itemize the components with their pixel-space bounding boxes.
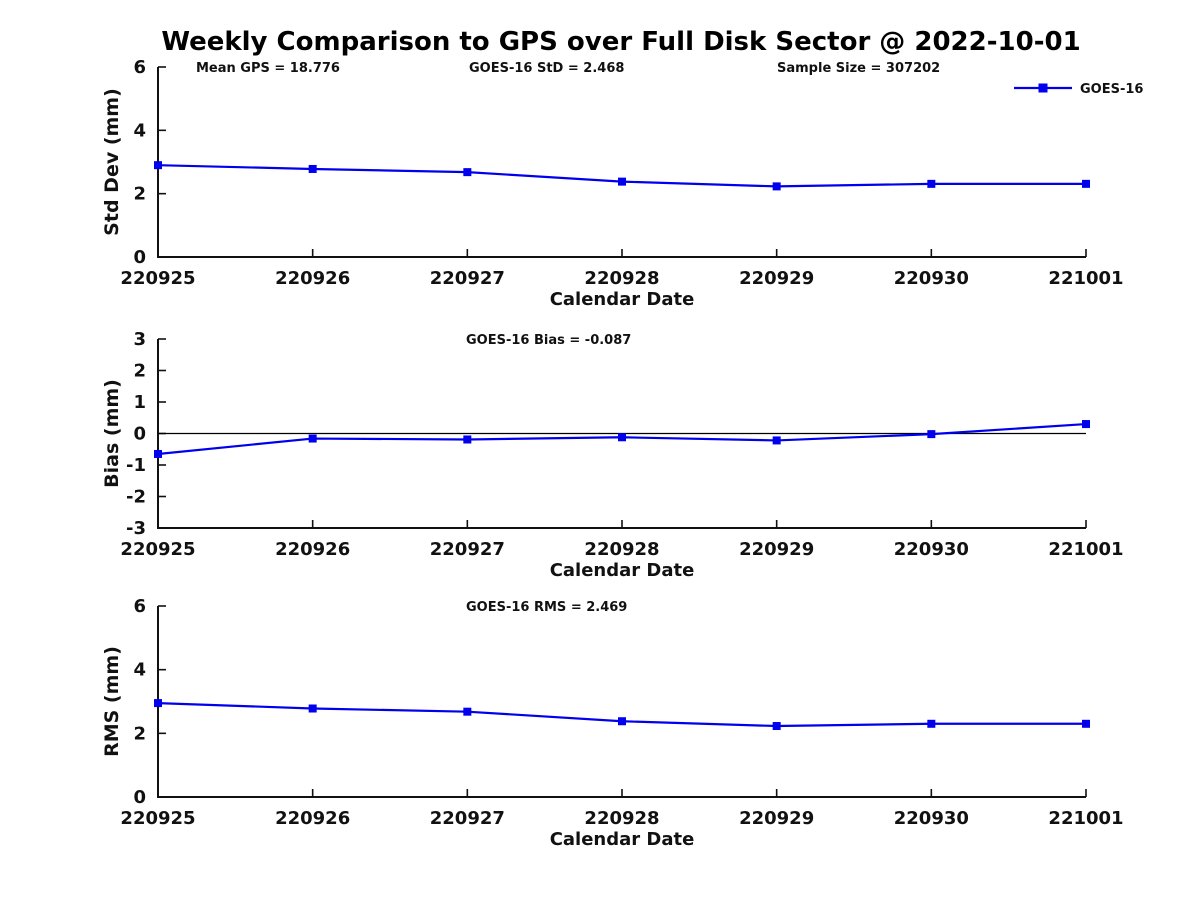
subplot-std-dev: 0 2 4 6 220925 220926 220927 220928 220929 220930… (101, 57, 1143, 310)
legend: GOES-16 (1014, 82, 1143, 97)
x-tick-label: 220925 (120, 539, 195, 560)
series-marker (463, 435, 472, 444)
series-marker (154, 161, 162, 170)
legend-marker-sample (1038, 83, 1048, 93)
x-axis-title: Calendar Date (550, 289, 695, 310)
x-tick-label: 220927 (430, 268, 505, 289)
subplot-annotation: GOES-16 RMS = 2.469 (466, 600, 627, 615)
series-marker (772, 182, 781, 191)
y-tick-label: 1 (133, 392, 146, 413)
series-marker (1082, 719, 1090, 728)
x-tick-label: 220928 (584, 808, 659, 829)
x-tick-label: 220928 (584, 268, 659, 289)
y-axis-title: RMS (mm) (101, 646, 123, 757)
x-tick-label: 220927 (430, 808, 505, 829)
figure-title: Weekly Comparison to GPS over Full Disk … (161, 27, 1081, 57)
subplot-annotation: GOES-16 StD = 2.468 (469, 61, 624, 76)
subplot-annotation: GOES-16 Bias = -0.087 (466, 333, 631, 348)
series-marker (308, 704, 317, 713)
x-tick-label: 220925 (120, 268, 195, 289)
x-tick-label: 220926 (275, 808, 350, 829)
x-axis-title: Calendar Date (550, 829, 695, 850)
x-tick-label: 220929 (739, 268, 814, 289)
y-tick-label: 3 (133, 329, 146, 350)
subplot-rms: 0 2 4 6 220925 220926 220927 220928 220929 220930… (101, 596, 1124, 850)
x-tick-label: 220926 (275, 539, 350, 560)
series-marker (618, 433, 626, 442)
series-marker (927, 430, 936, 439)
series-marker (618, 717, 626, 726)
series-marker (772, 436, 781, 445)
series-marker (308, 164, 317, 173)
y-axis-title: Std Dev (mm) (101, 88, 123, 236)
y-tick-label: 4 (133, 660, 146, 681)
subplot-annotation: Sample Size = 307202 (777, 61, 940, 76)
y-tick-label: 4 (133, 120, 146, 141)
subplot-annotation: Mean GPS = 18.776 (196, 61, 340, 76)
subplot-bias: -3 -2 -1 0 1 2 3 220925 220926 220927 220928 220929… (101, 329, 1124, 581)
series-marker (927, 719, 936, 728)
series-marker (1082, 420, 1090, 429)
x-tick-label: 221001 (1048, 539, 1123, 560)
x-tick-label: 220930 (894, 808, 969, 829)
x-tick-label: 220929 (739, 539, 814, 560)
y-tick-label: -1 (126, 455, 146, 476)
y-axis-title: Bias (mm) (101, 379, 123, 488)
y-tick-label: 0 (133, 787, 146, 808)
x-tick-label: 220930 (894, 268, 969, 289)
y-tick-label: 0 (133, 247, 146, 268)
series-marker (308, 434, 317, 443)
series-marker (154, 699, 162, 708)
x-tick-label: 221001 (1048, 268, 1123, 289)
legend-label: GOES-16 (1080, 82, 1143, 97)
x-tick-label: 221001 (1048, 808, 1123, 829)
y-tick-label: 6 (133, 57, 146, 78)
x-tick-label: 220927 (430, 539, 505, 560)
x-tick-label: 220929 (739, 808, 814, 829)
series-marker (618, 177, 626, 186)
series-marker (927, 179, 936, 188)
y-tick-label: 0 (133, 424, 146, 445)
x-tick-label: 220930 (894, 539, 969, 560)
series-marker (1082, 179, 1090, 188)
x-tick-label: 220926 (275, 268, 350, 289)
x-axis-title: Calendar Date (550, 560, 695, 581)
x-tick-label: 220925 (120, 808, 195, 829)
x-tick-label: 220928 (584, 539, 659, 560)
y-tick-label: 2 (133, 184, 146, 205)
series-marker (772, 722, 781, 731)
series-marker (463, 707, 472, 716)
y-tick-label: -3 (126, 518, 146, 539)
series-marker (463, 168, 472, 177)
y-tick-label: -2 (126, 487, 146, 508)
y-tick-label: 2 (133, 361, 146, 382)
y-tick-label: 2 (133, 723, 146, 744)
y-tick-label: 6 (133, 596, 146, 617)
series-marker (154, 449, 162, 458)
